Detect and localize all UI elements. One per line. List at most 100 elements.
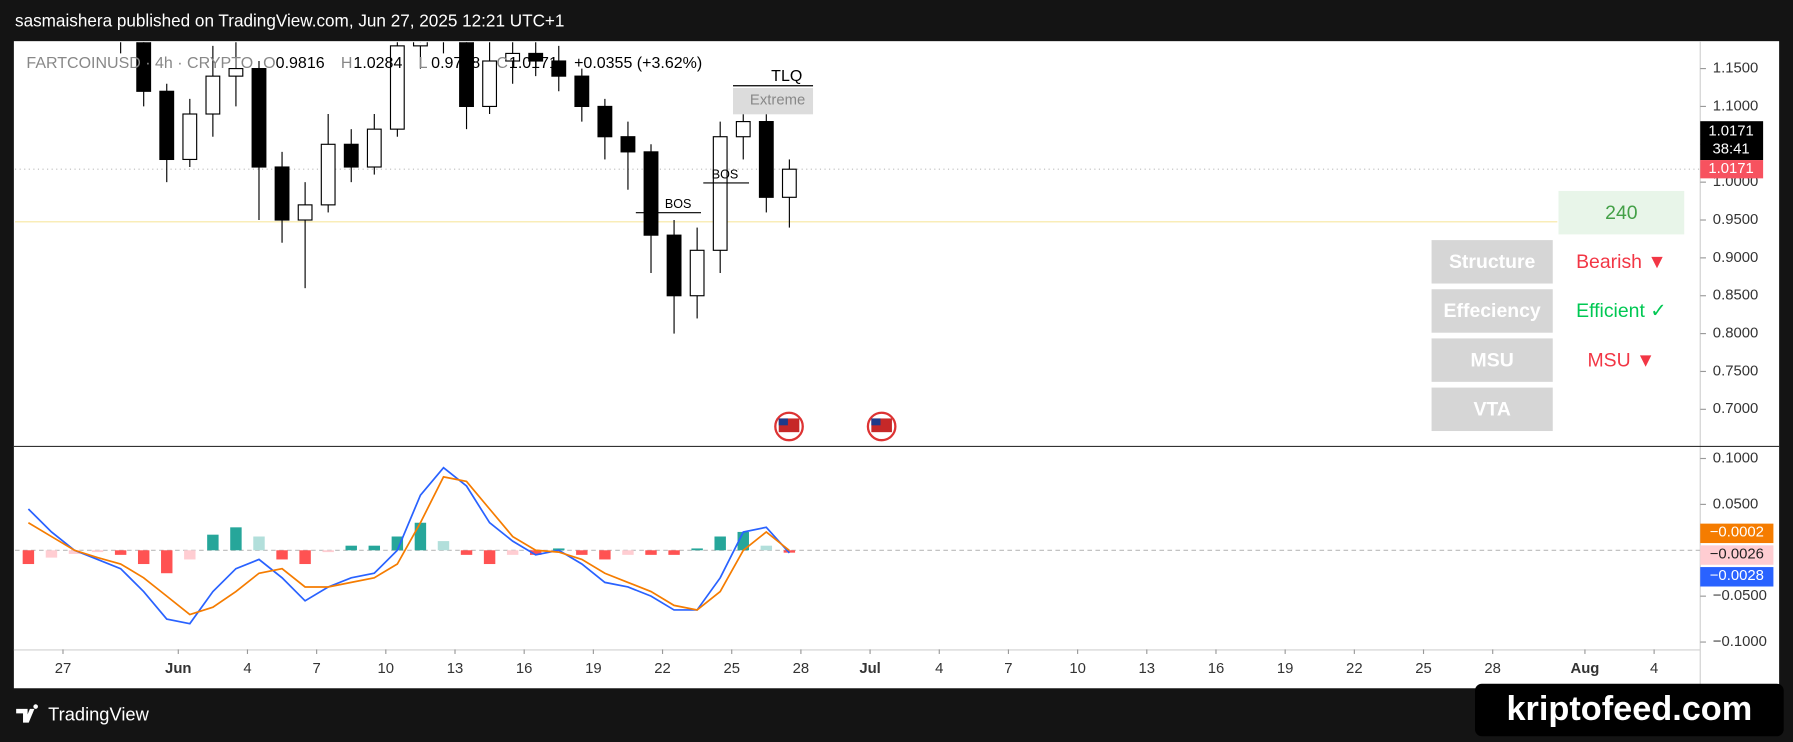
histogram-bar <box>368 545 381 551</box>
price-tag <box>1700 121 1764 161</box>
histogram-bar <box>668 550 680 555</box>
candle-body <box>459 42 474 108</box>
annotation: BOS <box>712 167 739 181</box>
table-header-cell <box>1558 190 1685 235</box>
histogram-bar <box>45 550 58 558</box>
x-tick-label: 25 <box>723 661 740 677</box>
candle-body <box>643 151 659 236</box>
candle-body <box>551 60 567 77</box>
histogram-bar <box>483 550 496 565</box>
candle-body <box>366 128 382 168</box>
table-label-cell <box>1431 338 1553 382</box>
histogram-bar <box>460 550 473 555</box>
histogram-bar <box>114 550 127 555</box>
histogram-bar <box>161 550 173 574</box>
macd-line <box>27 466 791 625</box>
table-value: Efficient ✓ <box>1576 300 1666 322</box>
x-tick-label: 19 <box>585 661 602 677</box>
candle-body <box>574 75 590 108</box>
histogram-bar <box>68 550 81 554</box>
histogram-bar <box>714 536 726 551</box>
table-label-cell <box>1431 240 1553 284</box>
y-tick-label: 1.1000 <box>1713 98 1758 114</box>
candle-body <box>136 42 152 92</box>
candle-body <box>251 68 267 168</box>
table-value: Bearish ▼ <box>1576 251 1666 273</box>
legend-value: 0.9768 <box>431 55 480 72</box>
x-tick-label: 27 <box>55 661 72 677</box>
value-tag-label: −0.0002 <box>1710 525 1764 541</box>
table-header: 240 <box>1605 202 1638 224</box>
legend-change: +0.0355 (+3.62%) <box>574 55 702 72</box>
legend-value: 1.0284 <box>353 55 402 72</box>
legend-value: 1.0171 <box>509 55 558 72</box>
x-tick-label: Jul <box>859 661 880 677</box>
legend-symbol: FARTCOINUSD · 4h · CRYPTO <box>26 55 253 72</box>
histogram-bar <box>553 548 565 551</box>
countdown-label: 38:41 <box>1713 142 1750 158</box>
candle-body <box>343 143 359 168</box>
candle-body <box>620 136 636 153</box>
histogram-bar <box>207 534 219 551</box>
candle-body <box>528 52 544 62</box>
legend-key: H <box>341 55 353 72</box>
price-pane <box>15 42 1701 334</box>
y-tick-label: 0.7000 <box>1713 401 1758 417</box>
candle-body <box>758 121 774 198</box>
x-tick-label: 16 <box>1208 661 1225 677</box>
histogram-bar <box>276 550 288 560</box>
candle-body <box>159 90 175 161</box>
x-tick-label: 22 <box>654 661 671 677</box>
y-tick-label: 0.7500 <box>1713 363 1758 379</box>
candle-body <box>505 52 521 62</box>
candle-body <box>274 166 290 221</box>
candle-body <box>735 121 751 138</box>
histogram-bar <box>345 545 357 551</box>
x-tick-label: 10 <box>378 661 395 677</box>
candle-body <box>666 234 682 297</box>
overlay: TLQ Extreme BOS BOS FARTCOINUSD · 4h · CRYPT… <box>26 55 1685 442</box>
x-tick-label: 4 <box>243 661 251 677</box>
value-tag <box>1700 567 1774 587</box>
header-title: sasmaishera published on TradingView.com… <box>15 10 564 30</box>
brand-logo <box>16 704 38 723</box>
histogram-bar <box>645 550 657 555</box>
y-tick-label: 0.8500 <box>1713 288 1758 304</box>
candle-body <box>182 113 198 161</box>
value-tag <box>1700 523 1774 544</box>
table-label: Structure <box>1449 251 1536 273</box>
histogram-bar <box>760 545 773 551</box>
table-label: Effeciency <box>1444 300 1541 322</box>
y-tick-label: −0.1000 <box>1713 634 1767 650</box>
x-tick-label: 16 <box>516 661 533 677</box>
table-value: MSU ▼ <box>1587 349 1655 371</box>
histogram-bar <box>253 536 265 551</box>
histogram-bar <box>299 550 311 565</box>
histogram-bar <box>783 550 796 553</box>
histogram-bar <box>322 550 334 553</box>
legend-value: 0.9816 <box>276 55 325 72</box>
histogram-bar <box>737 531 749 551</box>
candle-body <box>297 204 313 221</box>
histogram-bar <box>137 550 150 565</box>
flag-icon <box>871 418 881 426</box>
price-tag-label: 1.0171 <box>1708 123 1753 139</box>
x-tick-label: 7 <box>313 661 321 677</box>
x-tick-label: 28 <box>1484 661 1501 677</box>
histogram-bar <box>691 548 703 551</box>
y-tick-label: 0.8000 <box>1713 326 1758 342</box>
macd-pane <box>15 466 1701 625</box>
histogram-bar <box>437 541 450 551</box>
x-tick-label: 28 <box>793 661 810 677</box>
histogram-bar <box>506 550 519 555</box>
x-tick-label: 22 <box>1346 661 1363 677</box>
table-label-cell <box>1431 289 1553 333</box>
candle-body <box>781 168 797 198</box>
candle-body <box>712 136 728 251</box>
candle-body <box>320 143 336 206</box>
histogram-bar <box>599 550 611 560</box>
watermark: kriptofeed.com <box>1506 690 1752 728</box>
candle-body <box>389 45 405 130</box>
